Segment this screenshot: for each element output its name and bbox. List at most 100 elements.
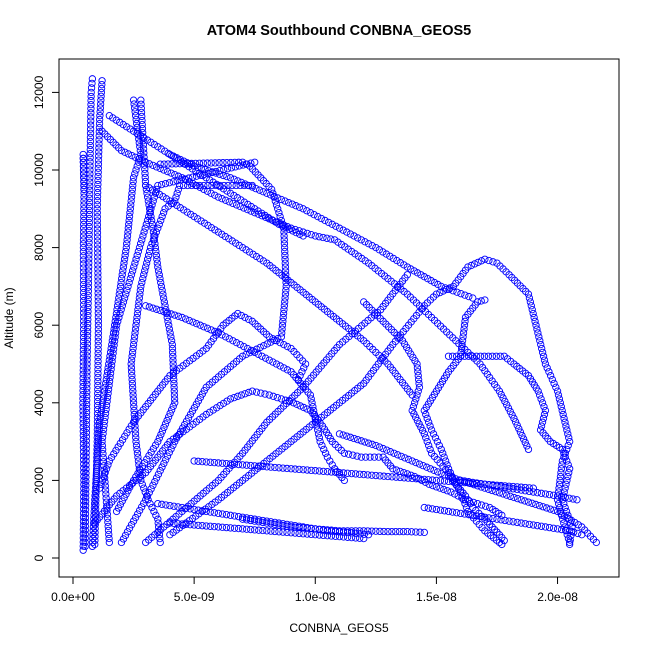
data-point (85, 263, 93, 271)
data-point (410, 399, 419, 407)
data-point (215, 170, 224, 178)
data-point (545, 523, 554, 532)
data-point (532, 321, 540, 329)
data-point (488, 523, 496, 531)
data-point (86, 133, 95, 141)
data-point (263, 463, 271, 471)
data-point (287, 521, 295, 529)
data-point (93, 201, 101, 209)
data-point (323, 532, 332, 540)
data-point (400, 261, 408, 269)
data-point (86, 166, 94, 174)
data-point (368, 242, 376, 250)
data-point (138, 236, 146, 244)
data-point (126, 205, 134, 213)
data-point (460, 352, 469, 360)
data-point (566, 527, 574, 535)
data-point (282, 278, 290, 287)
data-point (529, 309, 537, 318)
data-point (82, 469, 90, 477)
data-point (190, 521, 198, 529)
data-point (281, 247, 289, 256)
data-point (105, 530, 113, 539)
data-point (79, 329, 88, 338)
data-point (372, 471, 380, 480)
data-point (165, 321, 173, 329)
data-point (516, 428, 525, 436)
data-point (167, 169, 175, 177)
data-point (259, 188, 267, 196)
data-point (468, 352, 477, 360)
data-point (537, 340, 545, 349)
data-point (339, 431, 347, 439)
data-point (299, 205, 307, 213)
data-point (138, 462, 147, 470)
data-point (306, 209, 315, 217)
data-point (564, 430, 572, 438)
data-point (459, 333, 467, 341)
data-point (252, 184, 260, 193)
data-point (481, 296, 489, 304)
data-point (430, 466, 438, 474)
data-point (538, 399, 547, 407)
data-point (79, 403, 87, 411)
data-point (498, 511, 506, 519)
data-point (124, 150, 133, 158)
data-point (465, 511, 473, 519)
data-point (94, 156, 103, 164)
data-point (134, 302, 143, 310)
data-point (133, 251, 141, 260)
data-point (94, 261, 102, 269)
data-point (323, 527, 332, 535)
data-point (150, 232, 158, 240)
data-point (495, 387, 504, 395)
data-point (79, 395, 87, 403)
data-point (271, 527, 279, 536)
data-point (492, 352, 500, 360)
data-point (375, 453, 383, 461)
data-point (157, 216, 165, 225)
data-point (357, 437, 365, 445)
data-point (110, 325, 118, 333)
data-point (227, 164, 236, 172)
data-point (135, 506, 144, 515)
data-point (127, 201, 135, 209)
data-point (126, 274, 134, 283)
data-point (82, 493, 90, 502)
data-point (415, 383, 424, 391)
data-point (436, 477, 445, 485)
data-point (247, 525, 255, 534)
data-point (85, 239, 93, 247)
data-point (134, 247, 143, 256)
data-point (269, 392, 277, 400)
data-point (95, 144, 103, 152)
data-point (456, 476, 465, 485)
data-point (259, 462, 267, 471)
data-point (116, 286, 124, 294)
data-point (319, 526, 327, 534)
data-point (146, 209, 154, 217)
data-point (94, 377, 102, 386)
data-point (106, 369, 115, 378)
data-point (79, 354, 88, 362)
data-point (251, 209, 259, 217)
data-point (95, 140, 103, 148)
data-point (127, 521, 136, 529)
data-point (510, 493, 518, 502)
data-point (540, 403, 548, 411)
data-point (513, 483, 521, 491)
data-point (83, 360, 91, 368)
data-point (331, 532, 340, 540)
data-point (196, 183, 204, 192)
data-point (538, 418, 547, 426)
data-point (318, 441, 326, 450)
data-point (198, 457, 206, 466)
data-point (97, 96, 105, 104)
y-tick-label: 4000 (32, 389, 46, 416)
data-point (444, 472, 453, 481)
data-point (104, 385, 113, 394)
data-point (138, 278, 146, 287)
data-point (79, 252, 88, 260)
data-point (155, 434, 163, 442)
y-tick-label: 10000 (32, 153, 46, 187)
